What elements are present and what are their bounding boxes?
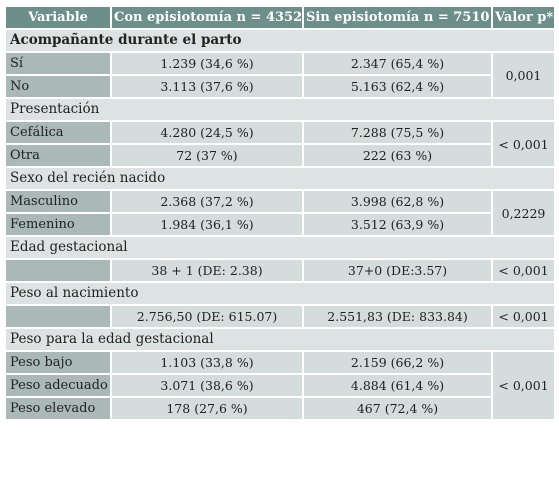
cell-sin-episiotomia: 4.884 (61,4 %) <box>304 375 491 396</box>
cell-sin-episiotomia: 3.998 (62,8 %) <box>304 191 491 212</box>
row-label: Sí <box>6 53 110 74</box>
table-row: Otra 72 (37 %) 222 (63 %) <box>6 145 554 166</box>
section-header-row: Peso para la edad gestacional <box>6 329 554 350</box>
row-label: No <box>6 76 110 97</box>
section-title: Peso al nacimiento <box>6 283 554 304</box>
section-header-row: Presentación <box>6 99 554 120</box>
section-title: Peso para la edad gestacional <box>6 329 554 350</box>
table-row: Peso adecuado 3.071 (38,6 %) 4.884 (61,4 %… <box>6 375 554 396</box>
cell-p-value: 0,2229 <box>493 191 554 235</box>
section-header-row: Acompañante durante el parto <box>6 30 554 51</box>
cell-sin-episiotomia: 2.551,83 (DE: 833.84) <box>304 306 491 327</box>
cell-sin-episiotomia: 3.512 (63,9 %) <box>304 214 491 235</box>
table-row: Cefálica 4.280 (24,5 %) 7.288 (75,5 %) < 0,… <box>6 122 554 166</box>
cell-sin-episiotomia: 222 (63 %) <box>304 145 491 166</box>
row-label <box>6 306 110 327</box>
table-row: 2.756,50 (DE: 615.07) 2.551,83 (DE: 833.8… <box>6 306 554 327</box>
row-label <box>6 260 110 281</box>
cell-sin-episiotomia: 37+0 (DE:3.57) <box>304 260 491 281</box>
cell-con-episiotomia: 4.280 (24,5 %) <box>112 122 302 143</box>
cell-sin-episiotomia: 2.159 (66,2 %) <box>304 352 491 373</box>
cell-p-value: < 0,001 <box>493 306 554 327</box>
table-row: Peso bajo 1.103 (33,8 %) 2.159 (66,2 %) < 0… <box>6 352 554 419</box>
cell-p-value: < 0,001 <box>493 352 554 419</box>
row-label: Peso adecuado <box>6 375 110 396</box>
row-label: Peso bajo <box>6 352 110 373</box>
episiotomy-table: Variable Con episiotomía n = 4352 Sin ep… <box>4 5 556 421</box>
table-row: 38 + 1 (DE: 2.38) 37+0 (DE:3.57) < 0,001 <box>6 260 554 281</box>
row-label: Otra <box>6 145 110 166</box>
section-header-row: Edad gestacional <box>6 237 554 258</box>
cell-con-episiotomia: 178 (27,6 %) <box>112 398 302 419</box>
cell-p-value: < 0,001 <box>493 122 554 166</box>
row-label: Peso elevado <box>6 398 110 419</box>
header-variable: Variable <box>6 7 110 28</box>
section-header-row: Peso al nacimiento <box>6 283 554 304</box>
table-row: Femenino 1.984 (36,1 %) 3.512 (63,9 %) <box>6 214 554 235</box>
cell-con-episiotomia: 3.071 (38,6 %) <box>112 375 302 396</box>
table-row: Masculino 2.368 (37,2 %) 3.998 (62,8 %) 0,2… <box>6 191 554 235</box>
section-title: Sexo del recién nacido <box>6 168 554 189</box>
cell-sin-episiotomia: 7.288 (75,5 %) <box>304 122 491 143</box>
row-label: Femenino <box>6 214 110 235</box>
cell-con-episiotomia: 1.239 (34,6 %) <box>112 53 302 74</box>
row-label: Masculino <box>6 191 110 212</box>
section-title: Edad gestacional <box>6 237 554 258</box>
section-header-row: Sexo del recién nacido <box>6 168 554 189</box>
table-header: Variable Con episiotomía n = 4352 Sin ep… <box>6 7 554 28</box>
header-sin-episiotomia: Sin episiotomía n = 7510 <box>304 7 491 28</box>
cell-con-episiotomia: 2.756,50 (DE: 615.07) <box>112 306 302 327</box>
cell-con-episiotomia: 3.113 (37,6 %) <box>112 76 302 97</box>
table-row: No 3.113 (37,6 %) 5.163 (62,4 %) <box>6 76 554 97</box>
table-body: Acompañante durante el parto Sí 1.239 (34,… <box>6 30 554 419</box>
header-valor-p: Valor p* <box>493 7 554 28</box>
cell-p-value: < 0,001 <box>493 260 554 281</box>
cell-con-episiotomia: 1.984 (36,1 %) <box>112 214 302 235</box>
cell-con-episiotomia: 38 + 1 (DE: 2.38) <box>112 260 302 281</box>
row-label: Cefálica <box>6 122 110 143</box>
section-title: Acompañante durante el parto <box>6 30 554 51</box>
cell-sin-episiotomia: 467 (72,4 %) <box>304 398 491 419</box>
section-title: Presentación <box>6 99 554 120</box>
cell-sin-episiotomia: 5.163 (62,4 %) <box>304 76 491 97</box>
cell-con-episiotomia: 2.368 (37,2 %) <box>112 191 302 212</box>
cell-p-value: 0,001 <box>493 53 554 97</box>
header-con-episiotomia: Con episiotomía n = 4352 <box>112 7 302 28</box>
table-row: Peso elevado 178 (27,6 %) 467 (72,4 %) <box>6 398 554 419</box>
cell-sin-episiotomia: 2.347 (65,4 %) <box>304 53 491 74</box>
cell-con-episiotomia: 1.103 (33,8 %) <box>112 352 302 373</box>
cell-con-episiotomia: 72 (37 %) <box>112 145 302 166</box>
table-row: Sí 1.239 (34,6 %) 2.347 (65,4 %) 0,001 <box>6 53 554 97</box>
